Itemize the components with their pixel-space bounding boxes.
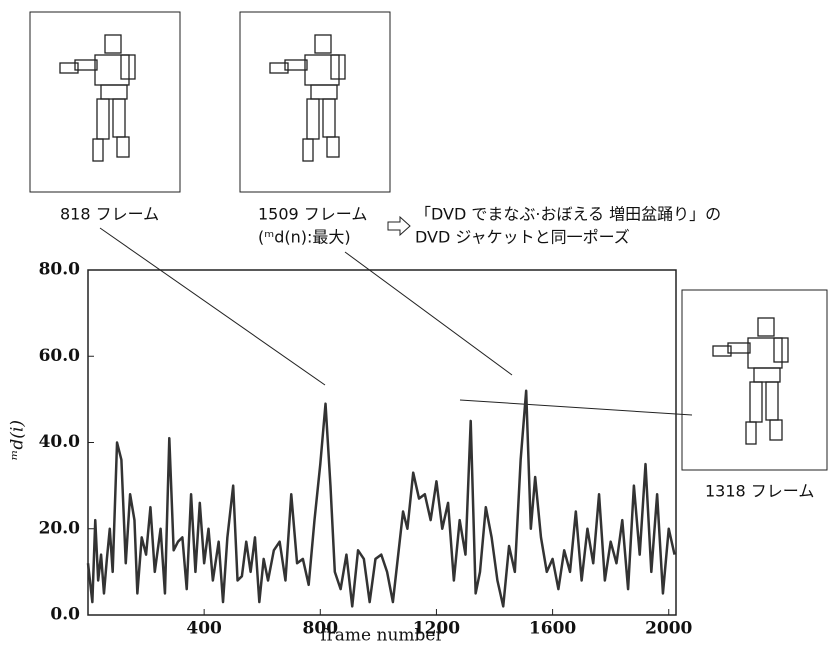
y-tick-label: 40.0 (39, 432, 81, 452)
pose-figure (713, 318, 788, 444)
annotation: 「DVD でまなぶ·おぼえる 増田盆踊り」の (415, 205, 721, 224)
x-tick-label: 2000 (645, 619, 692, 639)
pose-figure (60, 35, 135, 161)
x-tick-label: 1600 (529, 619, 576, 639)
x-tick-label: 1200 (413, 619, 460, 639)
page: {"chart_data": {"type": "line", "y_label… (0, 0, 832, 647)
annotation: 1509 フレーム (258, 205, 367, 224)
plot-frame (88, 270, 676, 615)
annotation: (ᵐd(n):最大) (258, 228, 351, 247)
annotation: 1318 フレーム (705, 482, 814, 501)
arrow (388, 217, 410, 235)
chart: 818 フレーム 1509 フレーム (ᵐd(n):最大) 「DVD でまなぶ·… (0, 0, 832, 647)
y-tick-label: 20.0 (39, 518, 81, 538)
y-tick-label: 80.0 (39, 260, 81, 280)
data-line (88, 391, 675, 607)
x-tick-label: 800 (303, 619, 339, 639)
leader-line (460, 400, 692, 415)
x-tick-label: 400 (186, 619, 222, 639)
leader-line (100, 228, 325, 385)
pose-figure (270, 35, 345, 161)
y-tick-label: 0.0 (50, 605, 80, 625)
annotation: 818 フレーム (60, 205, 159, 224)
annotation: DVD ジャケットと同一ポーズ (415, 228, 630, 247)
y-tick-label: 60.0 (39, 346, 81, 366)
y-axis-label: ᵐd(i) (8, 420, 28, 460)
